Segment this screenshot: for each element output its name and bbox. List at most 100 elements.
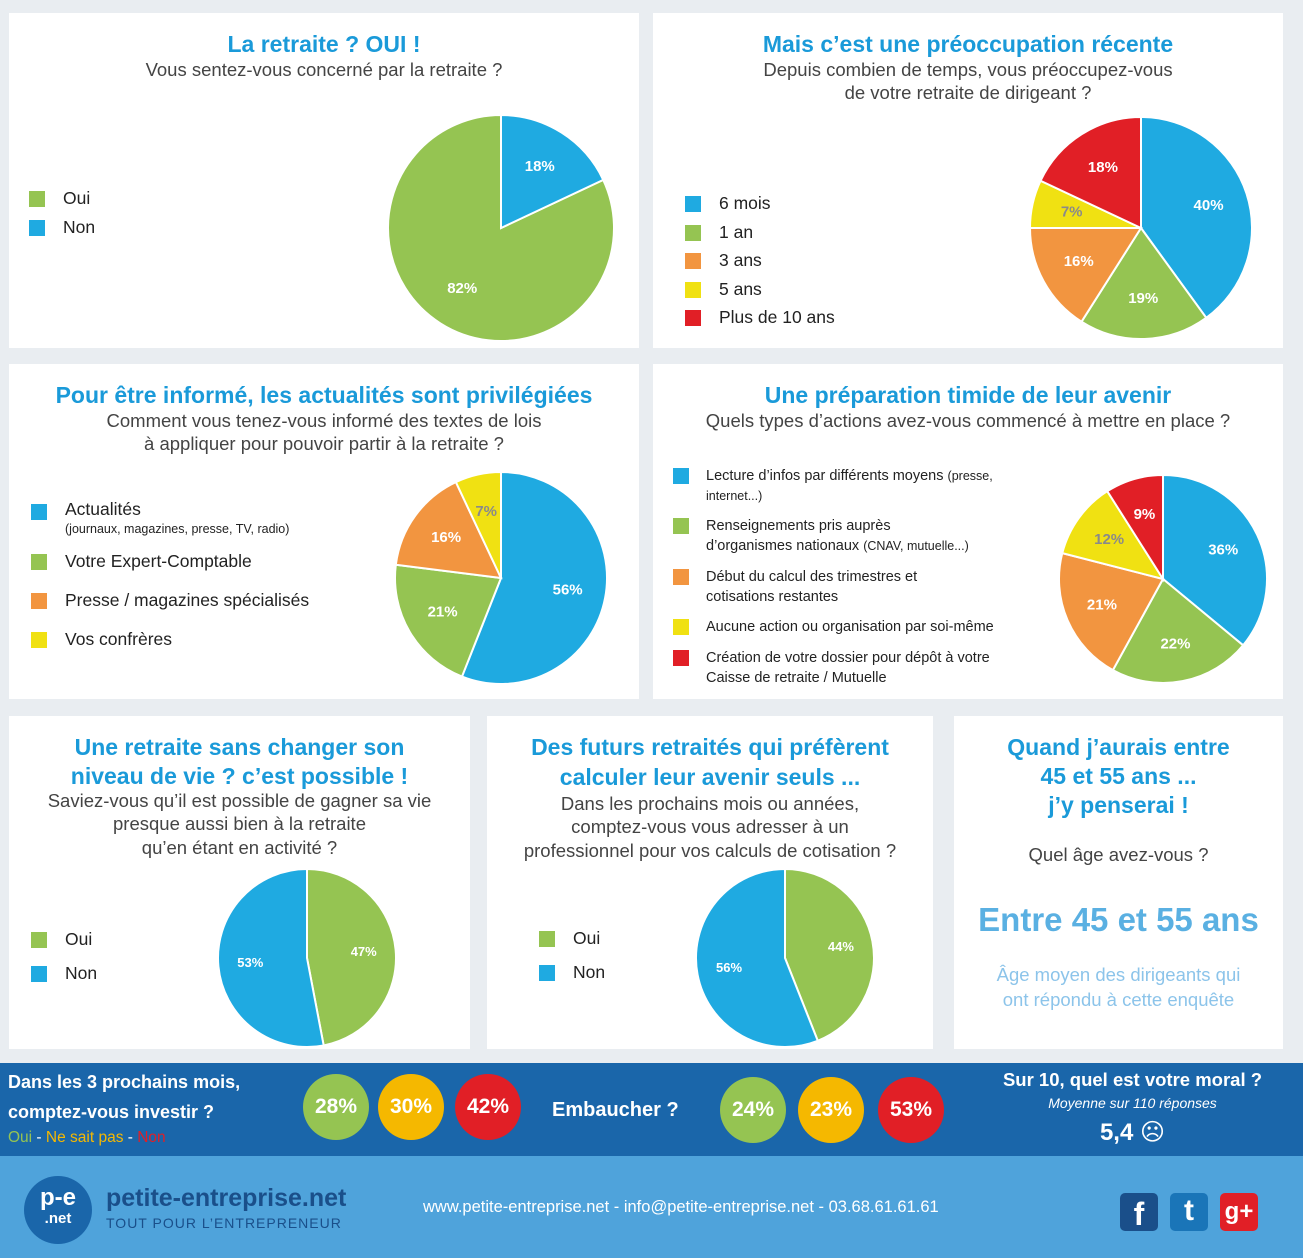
legend-item-5-ans: 5 ans (685, 279, 835, 308)
legend-sep: - (123, 1129, 138, 1146)
panel-subtitle-line3: professionnel pour vos calculs de cotisa… (523, 840, 897, 861)
hire-nsp-circle: 23% (798, 1077, 864, 1143)
legend-swatch (539, 931, 555, 947)
twitter-icon[interactable]: t (1170, 1193, 1208, 1231)
legend-swatch (685, 310, 701, 326)
pie-chart-information: 56% 21% 16% 7% (394, 470, 608, 685)
legend-swatch (673, 650, 689, 666)
legend-label: Non (573, 962, 606, 982)
legend: Oui Non (29, 188, 95, 238)
legend-item-6-mois: 6 mois (685, 193, 835, 222)
legend-item-3-ans: 3 ans (685, 250, 835, 279)
pie-label-5: 9% (1134, 506, 1156, 523)
pie-label-1: 44% (828, 939, 854, 954)
moral-title: Sur 10, quel est votre moral ? (1002, 1069, 1263, 1090)
panel-subtitle-line3: qu’en étant en activité ? (141, 837, 338, 858)
panel-subtitle: Quels types d’actions avez-vous commencé… (705, 410, 1231, 431)
panel-title-line2: niveau de vie ? c’est possible ! (70, 763, 409, 789)
panel-title-line1: Quand j’aurais entre (1007, 734, 1230, 760)
moral-subtitle: Moyenne sur 110 réponses (1048, 1095, 1217, 1111)
pie-label-4: 12% (1094, 531, 1124, 548)
legend-label: Lecture d’infos par différents moyens (706, 468, 944, 484)
pie-label-1: 82% (447, 280, 477, 297)
panel-subtitle-line1: Depuis combien de temps, vous préoccupez… (763, 59, 1173, 80)
legend-item-confreres: Vos confrères (31, 629, 309, 650)
pie-label-3: 16% (431, 529, 461, 546)
legend-swatch (31, 932, 47, 948)
google-plus-icon[interactable]: g+ (1220, 1193, 1258, 1231)
pie-label-2: 53% (237, 955, 263, 970)
legend-label: Actualités (65, 499, 141, 519)
age-note-line2: ont répondu à cette enquête (1002, 989, 1235, 1010)
legend-nsp: Ne sait pas (45, 1129, 124, 1146)
legend: Lecture d’infos par différents moyens (p… (673, 466, 1053, 688)
legend-item-renseignements: Renseignements pris auprès d’organismes n… (673, 516, 1053, 567)
hire-non-circle: 53% (878, 1077, 944, 1143)
pie-slice-3 (1058, 551, 1165, 672)
pie-slice-1 (306, 867, 397, 1047)
legend-sep: - (32, 1129, 46, 1146)
brand-tagline: TOUT POUR L’ENTREPRENEUR (106, 1215, 342, 1231)
panel-title-line1: Des futurs retraités qui préfèrent (531, 734, 889, 760)
pie-slice-5 (1039, 115, 1142, 230)
logo-icon: p-e .net (24, 1176, 92, 1244)
legend-label: cotisations restantes (706, 589, 839, 605)
panel-niveau-de-vie: Une retraite sans changer son niveau de … (9, 716, 470, 1049)
legend-swatch (673, 569, 689, 585)
panel-subtitle-line2: de votre retraite de dirigeant ? (844, 82, 1092, 103)
legend-item-oui: Oui (29, 188, 95, 209)
legend-label: Plus de 10 ans (719, 307, 835, 327)
invest-legend: Oui - Ne sait pas - Non (8, 1129, 166, 1147)
footer-contact: www.petite-entreprise.net - info@petite-… (423, 1198, 939, 1216)
legend-label: d’organismes nationaux (706, 538, 860, 554)
pie-slice-2 (394, 563, 503, 678)
legend-item-non: Non (31, 963, 97, 984)
legend-note: (presse, (947, 469, 993, 483)
pie-slice-1 (1162, 473, 1268, 647)
panel-title-line1: Une retraite sans changer son (74, 734, 405, 760)
invest-oui-circle: 28% (303, 1074, 369, 1140)
pie-slice-2 (217, 867, 325, 1048)
legend-item-creation-dossier: Création de votre dossier pour dépôt à v… (673, 648, 1053, 688)
pie-label-5: 18% (1088, 159, 1118, 176)
facebook-icon[interactable]: f (1120, 1193, 1158, 1232)
legend-label: Vos confrères (65, 629, 172, 649)
pie-slice-3 (1028, 227, 1143, 324)
panel-subtitle-line2: presque aussi bien à la retraite (113, 813, 366, 834)
panel-age: Quand j’aurais entre 45 et 55 ans ... j’… (954, 716, 1283, 1049)
legend-item-oui: Oui (31, 929, 97, 963)
pie-slice-2 (1080, 226, 1208, 340)
footer (0, 1156, 1303, 1258)
legend-label: Oui (63, 188, 91, 208)
legend-swatch (31, 554, 47, 570)
legend-item-actualites: Actualités (journaux, magazines, presse, … (31, 499, 309, 551)
legend-label: 6 mois (719, 193, 771, 213)
pie-slice-2 (695, 867, 820, 1048)
panel-title-line2: calculer leur avenir seuls ... (559, 764, 861, 790)
legend: Actualités (journaux, magazines, presse, … (31, 499, 309, 650)
legend-label: Début du calcul des trimestres et (706, 569, 918, 585)
legend-item-expert-comptable: Votre Expert-Comptable (31, 551, 309, 590)
hire-question: Embaucher ? (552, 1099, 679, 1121)
legend-swatch (31, 504, 47, 520)
legend-note: (journaux, magazines, presse, TV, radio) (65, 522, 290, 536)
age-note-line1: Âge moyen des dirigeants qui (996, 964, 1241, 985)
pie-slice-4 (454, 470, 502, 579)
pie-slice-4 (1061, 489, 1166, 581)
legend-label: Oui (65, 929, 93, 949)
panel-title: La retraite ? OUI ! (227, 31, 421, 57)
pie-label-1: 36% (1208, 542, 1238, 559)
pie-chart-duree: 40% 19% 16% 7% 18% (1028, 115, 1253, 340)
panel-subtitle-line2: comptez-vous vous adresser à un (571, 816, 849, 837)
pie-label-4: 7% (1061, 203, 1083, 220)
pie-chart-calcul: 44% 56% (695, 867, 875, 1048)
legend-swatch (31, 966, 47, 982)
legend-swatch (685, 196, 701, 212)
panel-title-line2: 45 et 55 ans ... (1040, 763, 1197, 789)
pie-label-2: 19% (1128, 290, 1158, 307)
pie-label-2: 18% (525, 158, 555, 175)
legend-label: Caisse de retraite / Mutuelle (706, 670, 887, 686)
legend-label: Presse / magazines spécialisés (65, 590, 310, 610)
legend-label: Création de votre dossier pour dépôt à v… (706, 650, 990, 666)
legend-label: 5 ans (719, 278, 762, 299)
